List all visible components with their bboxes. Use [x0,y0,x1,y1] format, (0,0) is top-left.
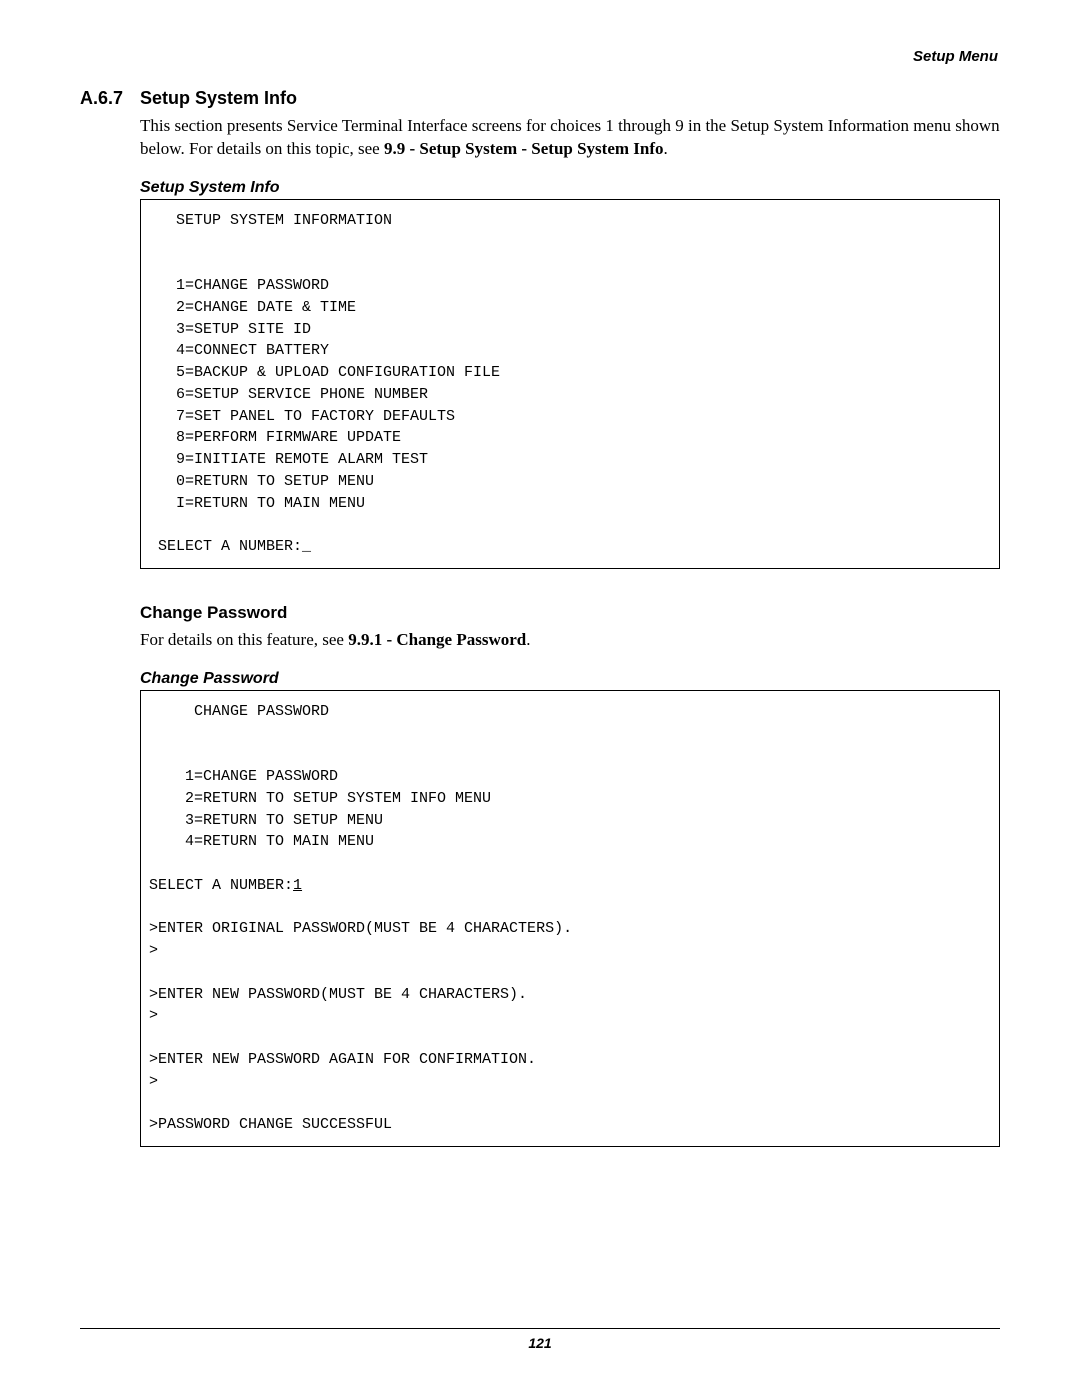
box2-caption: Change Password [140,670,1000,688]
section-title: Setup System Info [140,88,297,108]
page: Setup Menu A.6.7Setup System Info This s… [0,0,1080,1397]
section-intro: This section presents Service Terminal I… [140,115,1000,161]
header-right: Setup Menu [913,48,998,65]
sub-text: For details on this feature, see 9.9.1 -… [140,629,1000,652]
section-number: A.6.7 [80,88,140,109]
intro-bold: 9.9 - Setup System - Setup System Info [384,139,664,158]
intro-post: . [664,139,668,158]
section-heading: A.6.7Setup System Info [80,88,1000,109]
terminal-box-1: SETUP SYSTEM INFORMATION 1=CHANGE PASSWO… [140,199,1000,569]
terminal-box-2: CHANGE PASSWORD 1=CHANGE PASSWORD 2=RETU… [140,690,1000,1147]
sub-text-pre: For details on this feature, see [140,630,348,649]
page-number: 121 [0,1335,1080,1351]
box1-caption: Setup System Info [140,179,1000,197]
sub-heading: Change Password [140,603,1000,623]
sub-text-post: . [526,630,530,649]
sub-text-bold: 9.9.1 - Change Password [348,630,526,649]
footer-rule [80,1328,1000,1329]
